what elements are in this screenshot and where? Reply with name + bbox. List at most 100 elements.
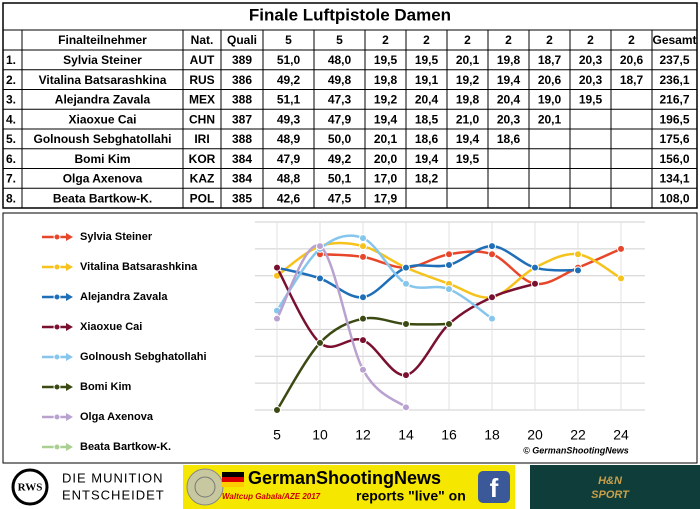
table-cell: 156,0 <box>659 152 689 166</box>
point <box>359 336 367 345</box>
banner-text: DIE MUNITION <box>62 470 164 485</box>
point <box>488 250 496 259</box>
legend-marker <box>53 413 61 421</box>
table-cell: 19,8 <box>497 53 521 67</box>
point <box>531 279 539 288</box>
point <box>316 242 324 251</box>
table-cell: 5. <box>6 132 16 146</box>
point <box>359 314 367 323</box>
table-cell: 18,2 <box>415 172 439 186</box>
facebook-icon <box>478 471 510 503</box>
point <box>574 250 582 259</box>
table-cell: 388 <box>232 93 252 107</box>
point <box>316 274 324 283</box>
point <box>488 242 496 251</box>
table-cell: 48,9 <box>277 132 301 146</box>
rws-logo-text: RWS <box>18 482 43 494</box>
x-tick-label: 16 <box>441 427 457 443</box>
point <box>531 263 539 272</box>
table-cell: 19,4 <box>415 152 439 166</box>
chart: 5 10 12 14 16 18 20 22 24 Sylvia Steiner Vitalina … <box>42 221 645 453</box>
table-cell: 47,9 <box>277 152 301 166</box>
table-cell: 49,2 <box>277 73 301 87</box>
header-cell: Finalteilnehmer <box>58 33 147 47</box>
table-cell: 8. <box>6 191 16 205</box>
table-cell: 20,1 <box>538 112 562 126</box>
point <box>273 314 281 323</box>
point <box>359 252 367 261</box>
table-cell: 386 <box>232 73 252 87</box>
x-tick-label: 20 <box>527 427 543 443</box>
chart-annotation: © GermanShootingNews <box>523 445 629 455</box>
table-cell: 384 <box>232 152 252 166</box>
point <box>402 403 410 412</box>
legend-marker <box>53 443 61 451</box>
table-cell: 389 <box>232 53 252 67</box>
table-cell: 17,0 <box>374 172 398 186</box>
table-cell: 47,3 <box>328 93 352 107</box>
hn-logo: H&N <box>598 475 623 487</box>
legend-label: Sylvia Steiner <box>80 231 153 243</box>
header-cell: 2 <box>628 33 635 47</box>
point <box>488 293 496 302</box>
point <box>402 279 410 288</box>
table-cell: 388 <box>232 132 252 146</box>
series-line <box>275 244 407 409</box>
point <box>359 365 367 374</box>
table-cell: 7. <box>6 172 16 186</box>
table-cell: 20,3 <box>497 112 521 126</box>
point <box>273 406 281 414</box>
table-cell: 21,0 <box>456 112 480 126</box>
table-cell: 19,8 <box>456 93 480 107</box>
table-title: Finale Luftpistole Damen <box>249 5 451 24</box>
legend-arrow <box>66 443 73 451</box>
table-cell: 20,0 <box>374 152 398 166</box>
table-cell: 20,4 <box>497 93 521 107</box>
table-cell: 49,2 <box>328 152 352 166</box>
legend-marker <box>53 353 61 361</box>
table-cell: 49,3 <box>277 112 301 126</box>
table-cell: 48,8 <box>277 172 301 186</box>
table-cell: 20,6 <box>620 53 644 67</box>
hn-logo: SPORT <box>591 489 630 501</box>
table-cell: 20,6 <box>538 73 562 87</box>
table-cell: 42,6 <box>277 191 301 205</box>
table-cell: 18,7 <box>538 53 562 67</box>
header-cell: 5 <box>336 33 343 47</box>
table-cell: 6. <box>6 152 16 166</box>
site-name: GermanShootingNews <box>248 468 441 488</box>
table-cell: 19,8 <box>374 73 398 87</box>
table-cell: 2. <box>6 73 16 87</box>
table-cell: 50,0 <box>328 132 352 146</box>
x-tick-label: 14 <box>398 427 414 443</box>
legend-arrow <box>66 413 73 421</box>
table-cell: 19,5 <box>579 93 603 107</box>
table-cell: 19,5 <box>374 53 398 67</box>
table-cell: 19,4 <box>456 132 480 146</box>
event: Waltcup Gabala/AZE 2017 <box>222 492 321 501</box>
header-cell: 2 <box>587 33 594 47</box>
table-cell: CHN <box>189 112 215 126</box>
header-cell: 2 <box>423 33 430 47</box>
x-tick-label: 10 <box>312 427 328 443</box>
table-cell: 51,0 <box>277 53 301 67</box>
legend-marker <box>53 233 61 241</box>
table-cell: Vitalina Batsarashkina <box>39 73 167 87</box>
legend-label: Golnoush Sebghatollahi <box>80 351 207 363</box>
table-cell: 20,1 <box>456 53 480 67</box>
target-icon <box>194 476 216 498</box>
header-cell: 2 <box>546 33 553 47</box>
table-frame <box>2 2 698 209</box>
banner-text: ENTSCHEIDET <box>62 487 165 502</box>
table-cell: 19,4 <box>374 112 398 126</box>
point <box>445 285 453 294</box>
table-cell: 19,5 <box>456 152 480 166</box>
x-tick-label: 12 <box>355 427 371 443</box>
table-cell: 51,1 <box>277 93 301 107</box>
point <box>359 242 367 251</box>
legend-label: Bomi Kim <box>80 381 132 393</box>
header-cell: 2 <box>382 33 389 47</box>
target-icon <box>186 468 224 506</box>
facebook-letter: f <box>490 473 499 503</box>
table-cell: Olga Axenova <box>63 172 143 186</box>
